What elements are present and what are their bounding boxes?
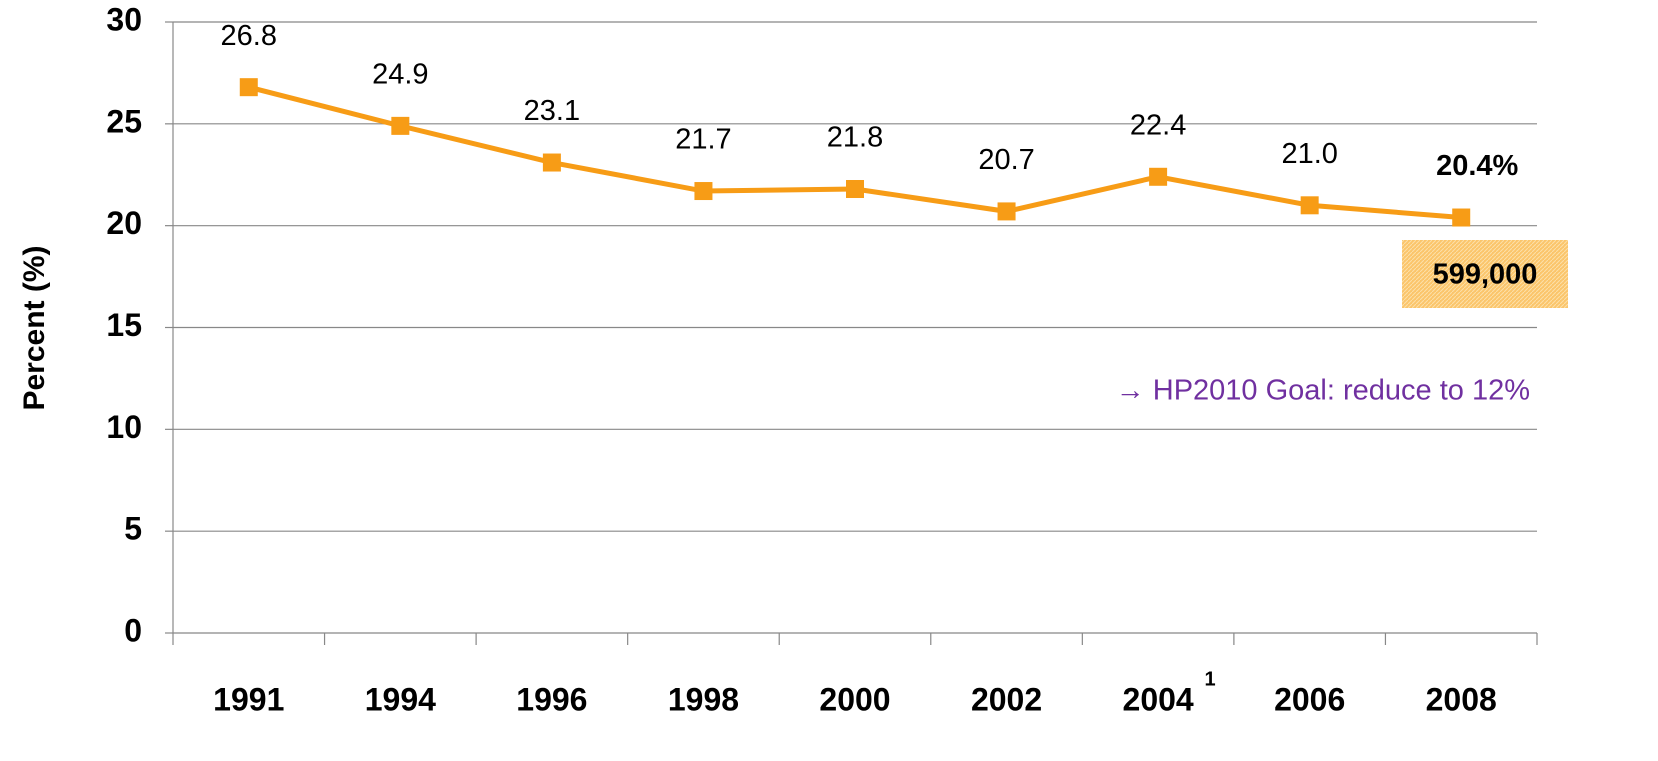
- footnote-mark: 1: [1205, 668, 1216, 690]
- x-tick-label: 1996: [516, 681, 587, 717]
- marker: [391, 116, 410, 135]
- x-tick-label: 1991: [213, 681, 284, 717]
- goal-annotation: → HP2010 Goal: reduce to 12%: [1116, 375, 1530, 407]
- y-axis-label: Percent (%): [18, 245, 51, 410]
- value-label: 21.8: [827, 122, 883, 154]
- marker: [239, 78, 258, 97]
- annotation: 599,000: [1433, 259, 1538, 291]
- marker: [542, 153, 561, 172]
- x-tick-label: 1994: [365, 681, 436, 717]
- marker: [1149, 167, 1168, 186]
- y-tick-label: 0: [124, 612, 142, 648]
- x-tick-label: 1998: [668, 681, 739, 717]
- value-label: 22.4: [1130, 109, 1186, 141]
- value-label: 20.4%: [1436, 150, 1518, 182]
- marker: [1300, 196, 1319, 215]
- value-label: 24.9: [372, 59, 428, 91]
- x-tick-label: 2008: [1426, 681, 1497, 717]
- y-tick-label: 10: [106, 409, 142, 445]
- x-tick-label: 2004: [1123, 681, 1194, 717]
- marker: [694, 182, 713, 201]
- y-tick-label: 30: [106, 1, 142, 37]
- x-tick-label: 2002: [971, 681, 1042, 717]
- marker: [997, 202, 1016, 221]
- x-tick-label: 2000: [819, 681, 890, 717]
- marker: [1452, 208, 1471, 227]
- y-tick-label: 15: [106, 307, 142, 343]
- value-label: 20.7: [978, 144, 1034, 176]
- marker: [846, 180, 864, 199]
- y-tick-label: 25: [106, 103, 142, 139]
- y-tick-label: 5: [124, 511, 142, 547]
- value-label: 23.1: [524, 95, 580, 127]
- value-label: 21.0: [1281, 138, 1337, 170]
- y-tick-label: 20: [106, 205, 142, 241]
- annotation-box: [1402, 240, 1568, 308]
- x-tick-label: 2006: [1274, 681, 1345, 717]
- value-label: 21.7: [675, 124, 731, 156]
- value-label: 26.8: [221, 20, 277, 52]
